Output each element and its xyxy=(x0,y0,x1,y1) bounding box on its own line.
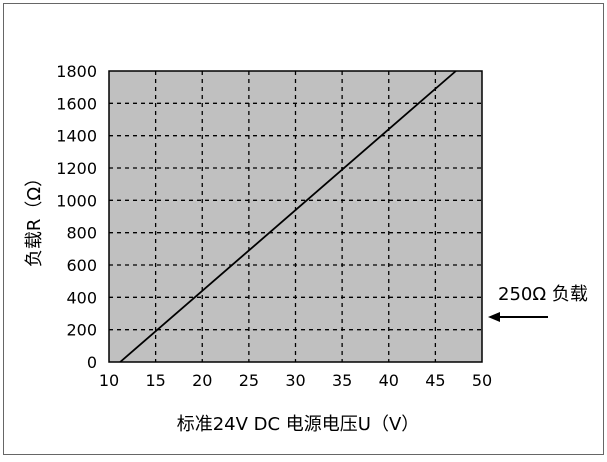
x-tick-label: 35 xyxy=(332,371,352,390)
y-tick-label: 1200 xyxy=(56,159,97,178)
series-line xyxy=(119,70,457,363)
y-tick-label: 1000 xyxy=(56,191,97,210)
outer-border xyxy=(3,3,604,455)
x-tick-label: 15 xyxy=(145,371,165,390)
annotation-label: 250Ω 负载 xyxy=(498,284,588,305)
x-tick-label: 10 xyxy=(99,371,119,390)
y-tick-labels: 0 200 400 600 800 1000 1200 1400 1600 1800 xyxy=(56,62,97,372)
y-tick-label: 200 xyxy=(66,321,97,340)
x-tick-label: 30 xyxy=(285,371,305,390)
y-tick-label: 1600 xyxy=(56,94,97,113)
x-tick-label: 50 xyxy=(472,371,492,390)
x-tick-label: 40 xyxy=(379,371,399,390)
x-tick-label: 45 xyxy=(425,371,445,390)
y-axis-label: 负载R（Ω） xyxy=(24,169,45,267)
x-axis-label: 标准24V DC 电源电压U（V） xyxy=(177,414,420,435)
y-tick-label: 1400 xyxy=(56,127,97,146)
x-tick-labels: 10 15 20 25 30 35 40 45 50 xyxy=(99,371,492,390)
y-tick-label: 800 xyxy=(66,224,97,243)
annotation-arrow-head xyxy=(488,312,500,322)
y-tick-label: 1800 xyxy=(56,62,97,81)
y-tick-label: 600 xyxy=(66,256,97,275)
y-tick-label: 0 xyxy=(87,353,97,372)
x-tick-label: 20 xyxy=(192,371,212,390)
y-tick-label: 400 xyxy=(66,288,97,307)
data-series xyxy=(119,70,457,363)
grid-lines xyxy=(109,71,482,362)
annotation-250-ohm-load: 250Ω 负载 xyxy=(488,284,588,322)
x-tick-label: 25 xyxy=(239,371,259,390)
